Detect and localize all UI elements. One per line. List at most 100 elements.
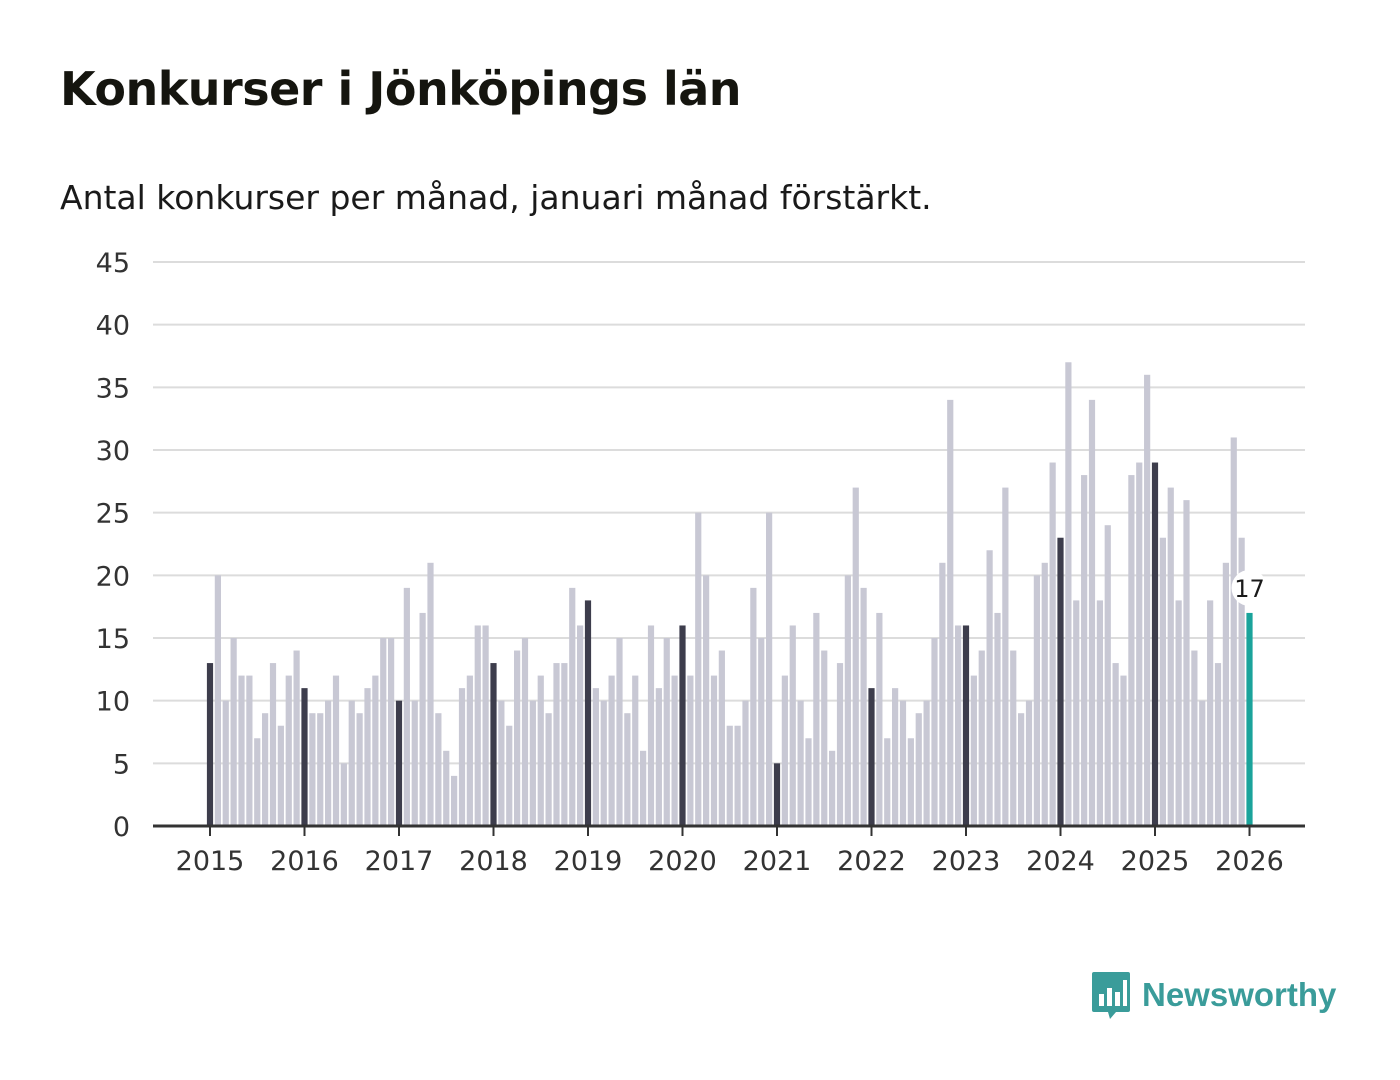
bar[interactable] [285,675,292,826]
bar[interactable] [718,650,725,826]
bar[interactable] [907,738,914,826]
bar[interactable] [1230,437,1237,826]
bar[interactable] [892,688,899,826]
bar[interactable] [766,512,773,826]
bar[interactable] [742,700,749,826]
bar[interactable] [1002,487,1009,826]
bar[interactable] [403,587,410,826]
bar[interactable] [931,638,938,826]
bar-january[interactable] [868,688,875,826]
bar-january[interactable] [584,600,592,826]
bar[interactable] [781,675,788,826]
bar[interactable] [553,663,560,826]
bar[interactable] [1214,663,1222,826]
bar[interactable] [427,562,434,826]
bar[interactable] [1222,562,1229,826]
bar[interactable] [813,612,820,826]
bar-january[interactable] [679,625,686,826]
bar-january[interactable] [1151,462,1159,826]
bar[interactable] [1073,600,1080,826]
bar[interactable] [947,399,954,826]
bar[interactable] [529,700,536,826]
bar[interactable] [616,638,623,826]
bar[interactable] [687,675,694,826]
bar[interactable] [1159,537,1166,826]
bar[interactable] [970,675,977,826]
bar[interactable] [325,700,332,826]
bar[interactable] [797,700,804,826]
bar[interactable] [348,700,355,826]
bar[interactable] [663,638,670,826]
bar[interactable] [632,675,639,826]
bar-january[interactable] [1057,537,1064,826]
bar[interactable] [238,675,245,826]
bar[interactable] [262,713,269,826]
bar[interactable] [860,587,867,826]
bar[interactable] [592,688,599,826]
bar[interactable] [640,750,647,826]
bar[interactable] [836,663,844,826]
bar[interactable] [852,487,859,826]
bar[interactable] [600,700,607,826]
bar[interactable] [994,612,1001,826]
bar[interactable] [923,700,930,826]
bar[interactable] [624,713,631,826]
bar[interactable] [703,575,710,826]
bar[interactable] [1025,700,1033,826]
bar[interactable] [1112,663,1119,826]
bar[interactable] [884,738,891,826]
bar[interactable] [1096,600,1103,826]
bar[interactable] [458,688,466,826]
bar[interactable] [514,650,521,826]
bar-january[interactable] [773,763,781,826]
bar[interactable] [498,700,505,826]
bar[interactable] [726,725,733,826]
bar[interactable] [750,587,757,826]
bar-january[interactable] [395,700,403,826]
bar[interactable] [1144,374,1151,826]
bar[interactable] [789,625,796,826]
bar[interactable] [482,625,489,826]
bar[interactable] [356,713,363,826]
bar[interactable] [655,688,662,826]
bar[interactable] [1167,487,1174,826]
bar[interactable] [277,725,284,826]
bar[interactable] [986,550,993,826]
bar[interactable] [521,638,529,826]
bar[interactable] [1128,475,1135,826]
bar[interactable] [561,663,568,826]
bar[interactable] [1183,500,1190,826]
bar[interactable] [1088,399,1096,826]
bar[interactable] [317,713,324,826]
bar[interactable] [876,612,883,826]
bar[interactable] [506,725,513,826]
bar[interactable] [443,750,450,826]
bar-january[interactable] [490,663,497,826]
bar[interactable] [647,625,655,826]
bar[interactable] [569,587,576,826]
bar[interactable] [805,738,812,826]
bar[interactable] [1199,700,1206,826]
bar[interactable] [293,650,300,826]
bar-january[interactable] [206,663,214,826]
bar[interactable] [829,750,836,826]
bar[interactable] [1175,600,1182,826]
newsworthy-brand[interactable]: Newsworthy [1090,970,1336,1020]
bar[interactable] [254,738,261,826]
bar[interactable] [955,625,962,826]
bar[interactable] [309,713,316,826]
bar[interactable] [1191,650,1198,826]
bar[interactable] [1033,575,1040,826]
bar[interactable] [411,700,418,826]
bar[interactable] [915,713,922,826]
bar[interactable] [608,675,615,826]
bar[interactable] [474,625,481,826]
bar[interactable] [1018,713,1025,826]
bar[interactable] [466,675,473,826]
bar-january[interactable] [962,625,970,826]
bar[interactable] [1207,600,1214,826]
bar[interactable] [1065,362,1072,826]
bar[interactable] [695,512,702,826]
bar[interactable] [577,625,584,826]
bar[interactable] [222,700,229,826]
